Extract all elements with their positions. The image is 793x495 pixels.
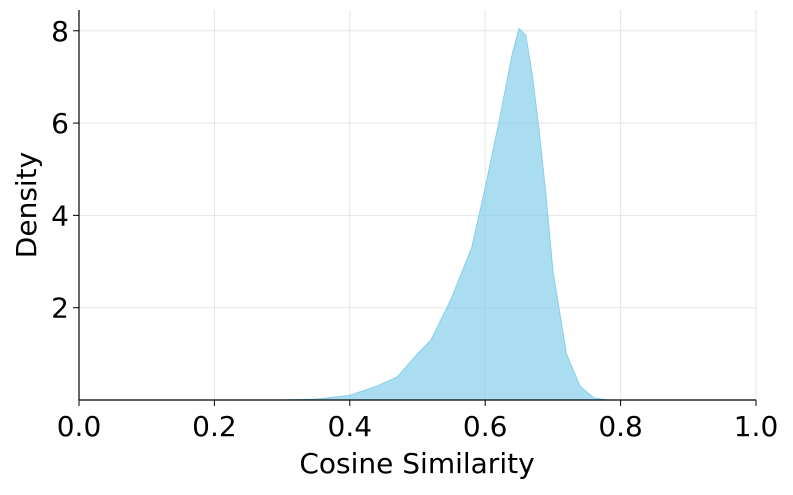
x-tick-label: 0.0	[57, 410, 102, 443]
x-axis-label: Cosine Similarity	[299, 447, 534, 480]
y-axis-label: Density	[10, 152, 43, 258]
x-tick-label: 0.6	[463, 410, 508, 443]
x-tick-label: 0.4	[328, 410, 373, 443]
y-tick-label: 6	[51, 107, 69, 140]
x-tick-label: 0.8	[598, 410, 643, 443]
x-tick-label: 0.2	[192, 410, 237, 443]
x-tick-label: 1.0	[734, 410, 779, 443]
y-tick-label: 2	[51, 292, 69, 325]
density-area	[282, 27, 608, 401]
y-tick-label: 8	[51, 15, 69, 48]
y-tick-label: 4	[51, 199, 69, 232]
